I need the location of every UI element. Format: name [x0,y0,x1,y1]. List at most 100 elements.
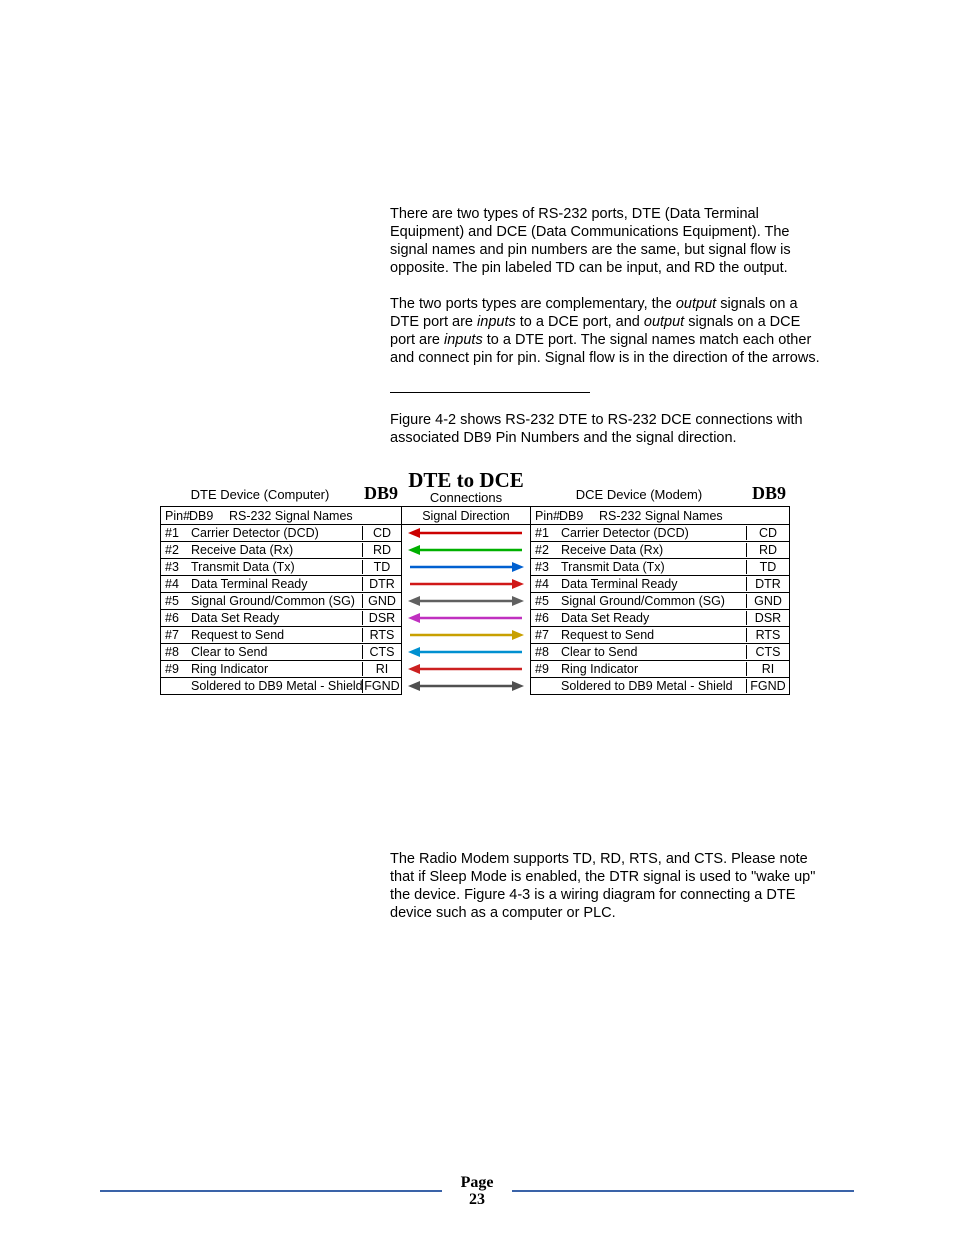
abbr-cell: RD [362,543,401,557]
signal-arrow [406,594,526,608]
signal-arrow [406,543,526,557]
italic-text: inputs [477,314,516,330]
document-page: There are two types of RS-232 ports, DTE… [0,0,954,1235]
page-label: Page [461,1174,494,1191]
table-row: #2 Receive Data (Rx) RD [160,542,402,559]
arrow-cell [402,542,530,559]
signal-arrow [406,560,526,574]
bottom-text-block: The Radio Modem supports TD, RD, RTS, an… [390,835,824,940]
italic-text: output [676,296,716,312]
dte-dce-diagram: DTE Device (Computer) DB9 DTE to DCE Con… [160,470,790,695]
signal-header: RS-232 Signal Names [593,509,789,523]
table-row: #7 Request to Send RTS [160,627,402,644]
pin-header: Pin# [531,509,559,523]
pin-cell: #2 [531,543,559,557]
signal-name-cell: Signal Ground/Common (SG) [189,594,362,608]
arrow-cell [402,661,530,678]
diagram-title: DTE to DCE [402,470,530,491]
signal-header: RS-232 Signal Names [223,509,401,523]
pin-cell: #7 [161,628,189,642]
pin-cell: #4 [161,577,189,591]
table-row: #1 Carrier Detector (DCD) CD [160,525,402,542]
pin-cell: #9 [531,662,559,676]
footer-line-right [512,1190,854,1192]
right-column: Pin# DB9 RS-232 Signal Names #1 Carrier … [530,507,790,695]
paragraph-3: Figure 4-2 shows RS-232 DTE to RS-232 DC… [390,411,824,447]
table-row: #6 Data Set Ready DSR [530,610,790,627]
signal-name-cell: Soldered to DB9 Metal - Shield [559,679,746,693]
abbr-cell: TD [746,560,789,574]
signal-name-cell: Ring Indicator [559,662,746,676]
signal-name-cell: Ring Indicator [189,662,362,676]
diagram-table: Pin# DB9 RS-232 Signal Names #1 Carrier … [160,506,790,695]
table-row: Soldered to DB9 Metal - Shield FGND [530,678,790,695]
abbr-cell: RI [746,662,789,676]
db-header: DB9 [189,509,223,523]
arrow-cell [402,627,530,644]
pin-cell: #8 [531,645,559,659]
abbr-cell: CD [362,526,401,540]
signal-arrow [406,628,526,642]
table-row: #8 Clear to Send CTS [530,644,790,661]
signal-arrow [406,679,526,693]
table-row: #3 Transmit Data (Tx) TD [160,559,402,576]
table-row: #4 Data Terminal Ready DTR [530,576,790,593]
pin-cell: #8 [161,645,189,659]
arrow-cell [402,678,530,695]
page-num: 23 [469,1191,485,1208]
table-row: #6 Data Set Ready DSR [160,610,402,627]
page-number: Page 23 [442,1174,512,1209]
signal-arrow [406,526,526,540]
db9-label-right: DB9 [748,483,790,504]
left-column-header: Pin# DB9 RS-232 Signal Names [160,507,402,525]
abbr-cell: CTS [746,645,789,659]
signal-arrow [406,645,526,659]
signal-name-cell: Carrier Detector (DCD) [559,526,746,540]
pin-cell: #6 [161,611,189,625]
divider [390,392,590,393]
abbr-cell: DTR [362,577,401,591]
table-row: #5 Signal Ground/Common (SG) GND [530,593,790,610]
arrow-cell [402,559,530,576]
table-row: #7 Request to Send RTS [530,627,790,644]
signal-name-cell: Data Set Ready [189,611,362,625]
abbr-cell: FGND [362,679,401,693]
signal-name-cell: Receive Data (Rx) [189,543,362,557]
pin-cell: #1 [531,526,559,540]
signal-name-cell: Soldered to DB9 Metal - Shield [189,679,362,693]
signal-name-cell: Data Terminal Ready [189,577,362,591]
pin-cell: #5 [531,594,559,608]
abbr-cell: CD [746,526,789,540]
pin-cell: #3 [161,560,189,574]
table-row: #3 Transmit Data (Tx) TD [530,559,790,576]
text: to a DCE port, and [516,314,644,330]
italic-text: output [644,314,684,330]
diagram-subtitle: Connections [402,491,530,504]
diagram-header: DTE Device (Computer) DB9 DTE to DCE Con… [160,470,790,504]
table-row: #2 Receive Data (Rx) RD [530,542,790,559]
pin-cell: #7 [531,628,559,642]
db9-label-left: DB9 [360,483,402,504]
signal-name-cell: Signal Ground/Common (SG) [559,594,746,608]
pin-cell: #6 [531,611,559,625]
abbr-cell: DSR [746,611,789,625]
table-row: #9 Ring Indicator RI [530,661,790,678]
signal-name-cell: Request to Send [189,628,362,642]
table-row: Soldered to DB9 Metal - Shield FGND [160,678,402,695]
abbr-cell: TD [362,560,401,574]
paragraph-1: There are two types of RS-232 ports, DTE… [390,205,824,278]
pin-cell: #2 [161,543,189,557]
abbr-cell: RTS [746,628,789,642]
arrow-cell [402,644,530,661]
signal-arrow [406,577,526,591]
abbr-cell: DSR [362,611,401,625]
signal-name-cell: Data Set Ready [559,611,746,625]
text: The two ports types are complementary, t… [390,296,676,312]
pin-cell: #1 [161,526,189,540]
arrow-cell [402,576,530,593]
paragraph-4: The Radio Modem supports TD, RD, RTS, an… [390,850,824,923]
abbr-cell: DTR [746,577,789,591]
abbr-cell: GND [362,594,401,608]
arrow-cell [402,525,530,542]
arrow-column: Signal Direction [402,507,530,695]
